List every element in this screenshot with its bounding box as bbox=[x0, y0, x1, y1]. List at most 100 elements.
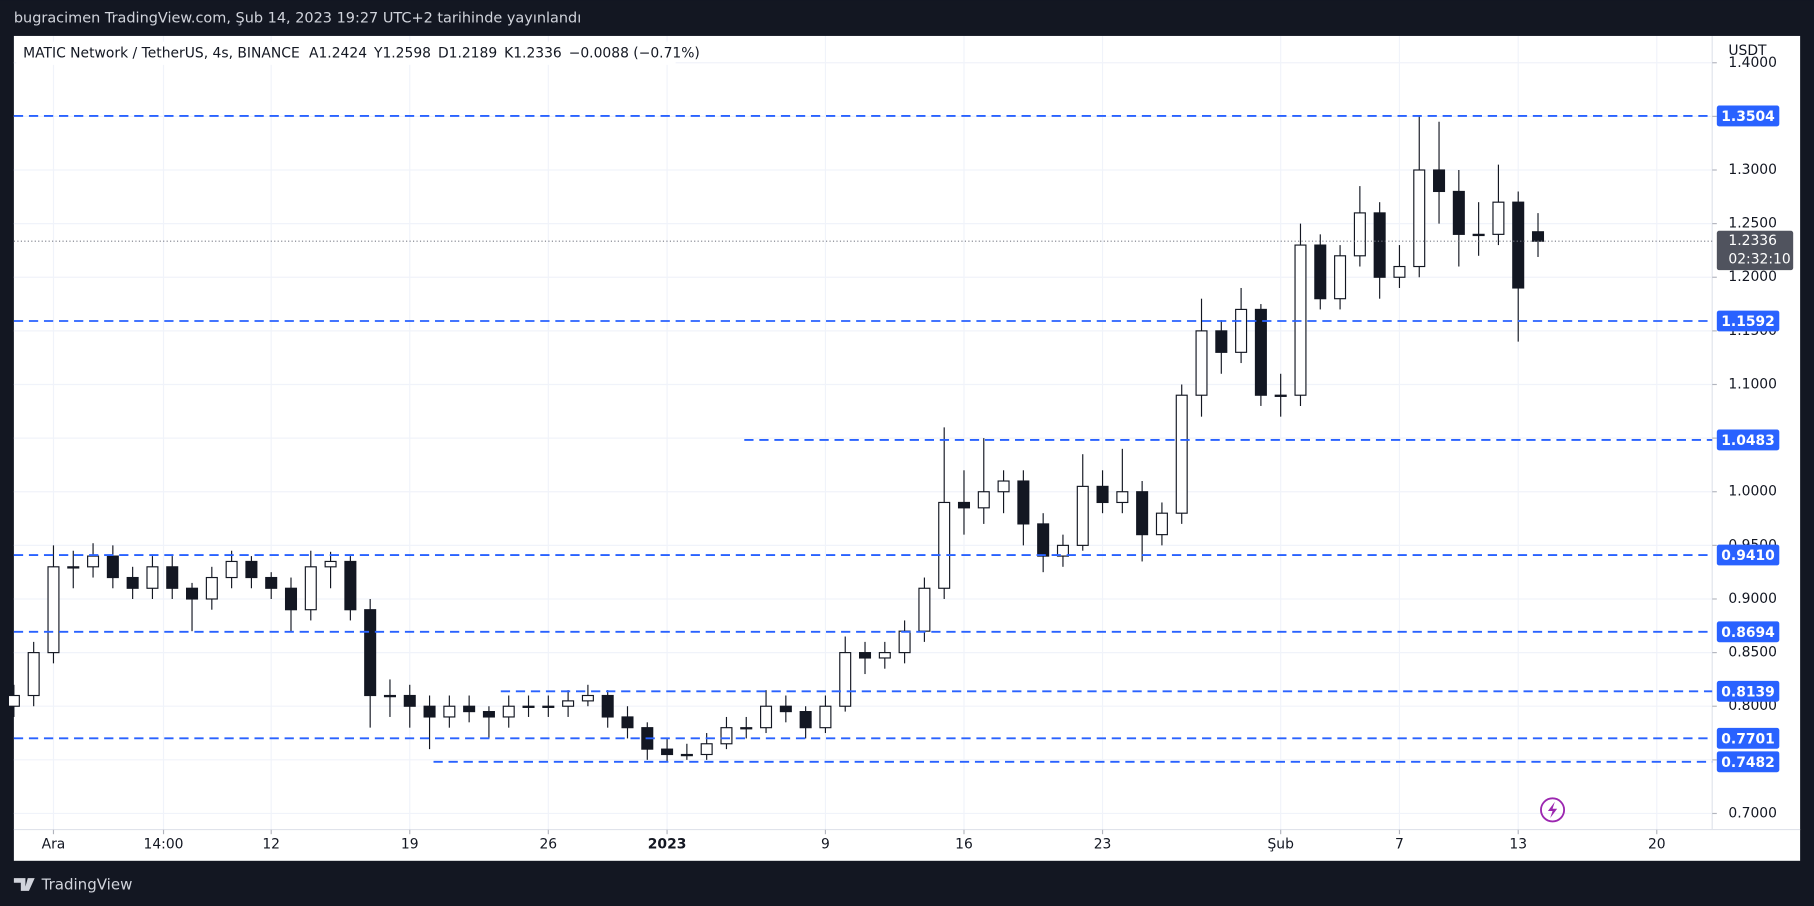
y-tick-label: 1.4000 bbox=[1728, 55, 1777, 71]
last-price-label: 1.2336 bbox=[1728, 233, 1777, 249]
candle-body bbox=[760, 705, 773, 729]
x-tick-label: 26 bbox=[539, 837, 557, 853]
y-tick-label: 1.2500 bbox=[1728, 216, 1777, 232]
candle-body bbox=[482, 711, 495, 718]
logo-mark bbox=[13, 878, 35, 891]
countdown: 02:32:10 bbox=[1728, 252, 1790, 268]
candle-body bbox=[463, 705, 476, 713]
x-tick-label: 2023 bbox=[648, 837, 687, 853]
candle-body bbox=[1531, 231, 1545, 242]
labels: 0.70000.75000.80000.85000.90000.95001.00… bbox=[42, 55, 1794, 853]
x-tick-label: 12 bbox=[262, 837, 280, 853]
level-label-box bbox=[1716, 680, 1780, 702]
level-label: 1.0483 bbox=[1721, 433, 1775, 449]
candle-body bbox=[1056, 544, 1069, 557]
candle-body bbox=[522, 705, 535, 708]
candle-body bbox=[938, 501, 951, 589]
candle-body bbox=[423, 705, 436, 718]
candle-body bbox=[1433, 169, 1446, 193]
x-tick-label: 23 bbox=[1094, 837, 1112, 853]
y-tick-label: 1.1000 bbox=[1728, 376, 1777, 392]
candle-body bbox=[1235, 308, 1248, 353]
candle-body bbox=[1413, 169, 1426, 268]
candle-body bbox=[720, 727, 733, 745]
level-label: 0.8694 bbox=[1721, 625, 1775, 641]
candle-body bbox=[27, 652, 40, 697]
x-tick-label: 16 bbox=[955, 837, 973, 853]
x-tick-label: 13 bbox=[1509, 837, 1527, 853]
candle-body bbox=[1037, 523, 1050, 557]
candle-body bbox=[47, 566, 60, 654]
x-tick-label: 7 bbox=[1395, 837, 1404, 853]
candle-body bbox=[166, 566, 179, 589]
candle-body bbox=[700, 743, 713, 756]
candle-body bbox=[898, 630, 911, 654]
symbol: MATIC Network / TetherUS, 4s, BINANCE bbox=[23, 45, 300, 61]
y-tick-label: 0.8500 bbox=[1728, 645, 1777, 661]
candle-body bbox=[364, 609, 377, 697]
candle-body bbox=[1096, 485, 1109, 504]
candle-body bbox=[205, 576, 218, 600]
change: −0.0088 (−0.71%) bbox=[569, 45, 700, 61]
level-label-box bbox=[1716, 429, 1780, 451]
candle-body bbox=[284, 587, 298, 611]
candle-body bbox=[7, 694, 20, 707]
candle-body bbox=[443, 705, 456, 718]
candle-body bbox=[680, 753, 693, 757]
candle-body bbox=[1373, 212, 1386, 278]
y-tick-label: 1.0000 bbox=[1728, 484, 1777, 500]
ohlc-value: Y1.2598 bbox=[373, 45, 431, 61]
candle-body bbox=[918, 587, 931, 632]
candle-body bbox=[1334, 255, 1347, 300]
candle-body bbox=[67, 566, 80, 569]
candle-body bbox=[1254, 308, 1267, 396]
candle-body bbox=[304, 566, 317, 611]
x-tick-label: 19 bbox=[401, 837, 419, 853]
candle-body bbox=[581, 694, 594, 702]
ohlc-value: A1.2424 bbox=[309, 45, 367, 61]
candle-body bbox=[126, 576, 139, 589]
level-label: 0.9410 bbox=[1721, 548, 1775, 564]
candle-body bbox=[403, 694, 416, 707]
candle-body bbox=[799, 711, 812, 729]
candle-body bbox=[858, 652, 872, 659]
last-price-box bbox=[1716, 230, 1794, 271]
candle-body bbox=[245, 560, 258, 579]
candle-body bbox=[621, 716, 634, 729]
level-label: 0.8139 bbox=[1721, 684, 1775, 700]
x-tick-label: 20 bbox=[1648, 837, 1666, 853]
candle-body bbox=[542, 705, 555, 708]
level-label: 1.1592 bbox=[1721, 314, 1775, 330]
icon-ring bbox=[1540, 797, 1566, 823]
candle-body bbox=[878, 652, 891, 659]
candle-body bbox=[383, 694, 396, 698]
y-tick-label: 0.9000 bbox=[1728, 591, 1777, 607]
level-label: 1.3504 bbox=[1721, 109, 1775, 125]
candle-body bbox=[1155, 512, 1168, 536]
candle-body bbox=[1017, 480, 1030, 525]
y-tick-label: 1.2000 bbox=[1728, 269, 1777, 285]
y-tick-label: 0.8000 bbox=[1728, 698, 1777, 714]
y-tick-label: 1.3000 bbox=[1728, 162, 1777, 178]
level-label-box bbox=[1716, 621, 1780, 643]
candle-body bbox=[1116, 491, 1129, 504]
x-tick-label: Ara bbox=[42, 837, 66, 853]
candle-body bbox=[87, 555, 100, 568]
candle-body bbox=[1353, 212, 1366, 257]
candle-body bbox=[779, 705, 792, 713]
published-note: bugracimen TradingView.com, Şub 14, 2023… bbox=[14, 11, 581, 27]
candle-body bbox=[186, 587, 199, 600]
candle-body bbox=[265, 576, 278, 589]
x-tick-label: Şub bbox=[1267, 837, 1294, 853]
candle-body bbox=[324, 560, 337, 568]
candle-body bbox=[1136, 491, 1149, 536]
icon-bolt bbox=[1547, 801, 1558, 818]
candle-body bbox=[997, 480, 1010, 493]
marks bbox=[7, 115, 1713, 763]
candle-body bbox=[1492, 201, 1505, 235]
y-tick-label: 0.7000 bbox=[1728, 805, 1777, 821]
brand-logo bbox=[13, 878, 35, 891]
candle-body bbox=[1452, 190, 1465, 235]
candle-body bbox=[1175, 394, 1188, 514]
